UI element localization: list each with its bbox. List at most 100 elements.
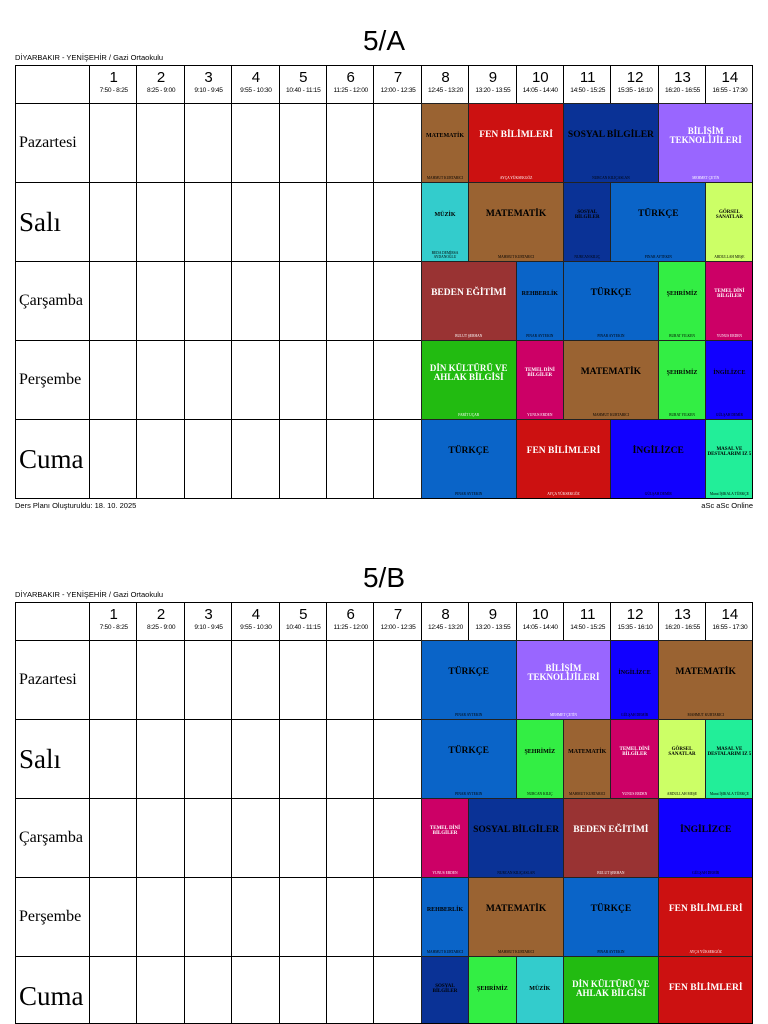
lesson-cell[interactable]: BEDEN EĞİTİMİ BULUT ŞERHAN <box>563 798 659 878</box>
period-number: 2 <box>156 69 166 86</box>
lesson-cell[interactable]: MATEMATİK MAHMUT KURTARICI <box>468 182 564 262</box>
timetable-grid: 1 7:50 - 8:25 2 8:25 - 9:00 3 9:10 - 9:45 4 9:5… <box>15 602 753 1024</box>
lesson-cell[interactable]: MASAL VE DESTALARIM IZ 5 Murat İŞIKALA TÜ… <box>705 719 752 799</box>
period-number: 10 <box>531 69 549 86</box>
lesson-cell[interactable]: SOSYAL BİLGİLER NURCAN KILIÇASLAN <box>468 798 564 878</box>
lesson-cell[interactable]: TÜRKÇE PINAR AYTEKIN <box>563 877 659 957</box>
lesson-cell[interactable]: ŞEHRİMİZ NURCAN KILIÇ <box>515 719 564 799</box>
lesson-subject: ŞEHRİMİZ <box>666 369 698 376</box>
lesson-teacher: YUNUS ERDEN <box>432 871 458 875</box>
lesson-teacher: AYÇA YÜKSEKGÖZ <box>689 950 722 954</box>
period-number: 1 <box>109 606 118 623</box>
lesson-subject: MATEMATİK <box>425 132 465 139</box>
grid-column-line <box>373 66 375 498</box>
lesson-cell[interactable]: İNGİLİZCE GÜLŞAH DEMİR <box>705 340 752 420</box>
lesson-cell[interactable]: İNGİLİZCE GÜLŞAH DEMİR <box>657 798 752 878</box>
lesson-cell[interactable]: SOSYAL BİLGİLER <box>420 956 470 1023</box>
period-time: 16:20 - 16:55 <box>665 624 700 631</box>
sheet-title: 5/B <box>362 562 406 593</box>
lesson-teacher: BURAT YILKEN <box>669 334 695 338</box>
period-header: 12 15:35 - 16:10 <box>611 603 658 639</box>
lesson-cell[interactable]: MATEMATİK MAHMUT KURTARICI <box>563 340 659 420</box>
period-header: 6 11:25 - 12:00 <box>327 66 374 102</box>
day-label: Salı <box>19 743 62 774</box>
lesson-cell[interactable]: TEMEL DİNİ BİLGİLER YUNUS ERDEN <box>705 261 752 341</box>
grid-column-line <box>136 66 138 498</box>
period-header: 9 13:20 - 13:55 <box>469 603 516 639</box>
period-time: 9:10 - 9:45 <box>194 87 223 94</box>
lesson-teacher: PINAR AYTEKIN <box>597 334 625 338</box>
lesson-teacher: GÜLŞAH DEMİR <box>644 492 672 496</box>
lesson-cell[interactable]: MATEMATİK MAHMUT KURTARICI <box>563 719 612 799</box>
period-header: 12 15:35 - 16:10 <box>611 66 658 102</box>
period-header: 11 14:50 - 15:25 <box>564 603 611 639</box>
lesson-cell[interactable]: REHBERLİK MAHMUT KURTARICI <box>420 877 470 957</box>
lesson-cell[interactable]: TÜRKÇE PINAR AYTEKIN <box>420 640 517 720</box>
lesson-cell[interactable]: TÜRKÇE PINAR AYTEKIN <box>563 261 659 341</box>
period-time: 7:50 - 8:25 <box>99 87 129 94</box>
lesson-cell[interactable]: FEN BİLİMLERİ AYÇA YÜKSEKGÖZ <box>468 103 564 183</box>
lesson-cell[interactable]: BİLİŞİM TEKNOLİJİLERİ MEHMET ÇETİN <box>657 103 752 183</box>
lesson-cell[interactable]: BEDEN EĞİTİMİ BULUT ŞERHAN <box>420 261 517 341</box>
lesson-cell[interactable]: FEN BİLİMLERİ AYÇA YÜKSEKGÖZ <box>515 419 612 498</box>
lesson-cell[interactable]: REHBERLİK PINAR AYTEKIN <box>515 261 564 341</box>
lesson-teacher: GÜLŞAH DEMİR <box>621 713 649 717</box>
period-time: 14:50 - 15:25 <box>570 624 606 631</box>
lesson-cell[interactable]: DİN KÜLTÜRÜ VE AHLAK BİLGİSİ FARİT UÇAR <box>420 340 517 420</box>
lesson-cell[interactable]: ŞEHRİMİZ BURAT YILKEN <box>657 261 707 341</box>
lesson-cell[interactable]: SOSYAL BİLGİLER NURCAN KILIÇ <box>563 182 612 262</box>
lesson-teacher: PINAR AYTEKIN <box>455 792 483 796</box>
period-time: 15:35 - 16:10 <box>617 87 653 94</box>
lesson-cell[interactable]: MASAL VE DESTALARIM IZ 5 Murat İŞIKALA TÜ… <box>705 419 752 498</box>
lesson-cell[interactable]: DİN KÜLTÜRÜ VE AHLAK BİLGİSİ <box>563 956 659 1023</box>
lesson-cell[interactable]: MÜZİK BEDA DEMİRSA AYDANOĞLU <box>420 182 470 262</box>
lesson-teacher: MAHMUT KURTARICI <box>687 713 724 717</box>
grid-column-line <box>231 66 233 498</box>
lesson-cell[interactable]: MÜZİK <box>515 956 564 1023</box>
period-time: 12:00 - 12:35 <box>380 87 416 94</box>
lesson-cell[interactable]: ŞEHRİMİZ BURAT YILKEN <box>657 340 707 420</box>
lesson-cell[interactable]: İNGİLİZCE GÜLŞAH DEMİR <box>610 419 707 498</box>
lesson-teacher: MAHMUT KURTARICI <box>497 950 535 954</box>
period-time: 8:25 - 9:00 <box>146 624 176 631</box>
lesson-teacher: MEHMET ÇETİN <box>692 176 720 180</box>
lesson-cell[interactable]: MATEMATİK MAHMUT KURTARICI <box>657 640 752 720</box>
lesson-cell[interactable]: MATEMATİK MAHMUT KURTARICI <box>468 877 564 957</box>
grid-column-line <box>278 66 280 498</box>
lesson-cell[interactable]: SOSYAL BİLGİLER NURCAN KILIÇASLAN <box>563 103 659 183</box>
lesson-subject: GÖRSEL SANATLAR <box>715 209 743 220</box>
lesson-teacher: PINAR AYTEKIN <box>644 255 672 259</box>
lesson-teacher: MAHMUT KURTARICI <box>426 176 464 180</box>
grid-row-line <box>16 877 752 878</box>
lesson-cell[interactable]: TÜRKÇE PINAR AYTEKIN <box>420 419 517 498</box>
lesson-cell[interactable]: İNGİLİZCE GÜLŞAH DEMİR <box>610 640 659 720</box>
lesson-cell[interactable]: TÜRKÇE PINAR AYTEKIN <box>420 719 517 799</box>
lesson-subject: TÜRKÇE <box>448 667 490 678</box>
lesson-subject: TÜRKÇE <box>590 904 632 915</box>
lesson-teacher: NURCAN KILIÇASLAN <box>592 176 630 180</box>
lesson-cell[interactable]: TEMEL DİNİ BİLGİLER YUNUS ERDEN <box>515 340 564 420</box>
period-time: 16:55 - 17:30 <box>712 87 748 94</box>
grid-column-line <box>231 603 233 1023</box>
lesson-cell[interactable]: FEN BİLİMLERİ AYÇA YÜKSEKGÖZ <box>657 877 752 957</box>
lesson-cell[interactable]: TÜRKÇE PINAR AYTEKIN <box>610 182 707 262</box>
lesson-cell[interactable]: TEMEL DİNİ BİLGİLER YUNUS ERDEN <box>610 719 659 799</box>
grid-column-line <box>278 603 280 1023</box>
lesson-cell[interactable]: GÖRSEL SANATLAR ABDULLAH MEŞE <box>705 182 752 262</box>
period-time: 9:55 - 10:30 <box>240 87 272 94</box>
period-time: 7:50 - 8:25 <box>99 624 129 631</box>
lesson-cell[interactable]: GÖRSEL SANATLAR ABDULLAH MEŞE <box>657 719 707 799</box>
lesson-cell[interactable]: FEN BİLİMLERİ <box>657 956 752 1023</box>
period-time: 16:20 - 16:55 <box>665 87 700 94</box>
lesson-teacher: AYÇA YÜKSEKGÖZ <box>547 492 580 496</box>
period-number: 12 <box>626 69 644 86</box>
lesson-cell[interactable]: TEMEL DİNİ BİLGİLER YUNUS ERDEN <box>420 798 470 878</box>
lesson-teacher: PINAR AYTEKIN <box>455 713 483 717</box>
lesson-cell[interactable]: MATEMATİK MAHMUT KURTARICI <box>420 103 470 183</box>
period-number: 14 <box>721 69 739 86</box>
period-number: 4 <box>251 69 261 86</box>
lesson-cell[interactable]: BİLİŞİM TEKNOLİJİLERİ MEHMET ÇETİN <box>515 640 612 720</box>
period-time: 12:45 - 13:20 <box>428 624 463 631</box>
day-label: Çarşamba <box>19 292 83 309</box>
lesson-cell[interactable]: ŞEHRİMİZ <box>468 956 517 1023</box>
